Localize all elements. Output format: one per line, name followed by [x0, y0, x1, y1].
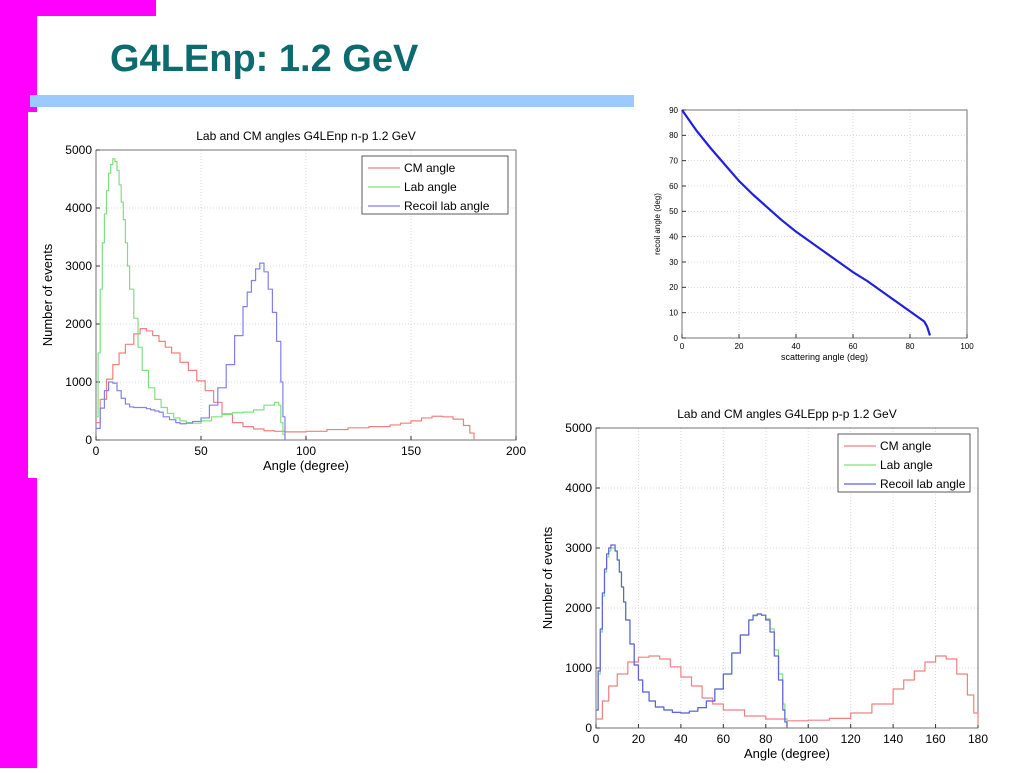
title-underline	[30, 95, 634, 107]
x-tick-label: 200	[506, 444, 526, 458]
legend-label-1: Lab angle	[880, 458, 933, 472]
chart-title: Lab and CM angles G4LEpp p-p 1.2 GeV	[677, 407, 896, 421]
recoil-chart-panel: 0 20 40 60 80 100 0 10 20 30 40 50 60 70 80 90 scatterin…	[640, 100, 1000, 370]
series-line-0	[681, 109, 931, 336]
y-tick-label: 50	[669, 207, 678, 216]
series-line-1	[96, 158, 286, 440]
y-tick-label: 3000	[565, 541, 592, 555]
legend-label-2: Recoil lab angle	[880, 477, 966, 491]
pp-angles-chart: 0 20 40 60 80 100 120 140 160 180 0 1000 2000 3000 400…	[540, 407, 988, 761]
y-tick-label: 3000	[65, 259, 92, 273]
legend-label-0: CM angle	[404, 161, 456, 175]
y-tick-label: 80	[669, 131, 678, 140]
x-tick-label: 100	[296, 444, 316, 458]
x-tick-label: 100	[960, 342, 974, 351]
x-tick-label: 160	[926, 732, 946, 746]
x-tick-label: 40	[792, 342, 801, 351]
x-tick-label: 60	[717, 732, 731, 746]
x-tick-label: 0	[593, 732, 600, 746]
legend-box	[837, 433, 971, 493]
series-line-0	[596, 655, 979, 725]
y-axis-label: Number of events	[40, 243, 55, 346]
x-tick-label: 20	[735, 342, 744, 351]
x-tick-label: 0	[93, 444, 100, 458]
y-tick-label: 10	[669, 308, 678, 317]
x-axis-label: Angle (degree)	[744, 746, 830, 761]
plot-frame	[681, 109, 968, 339]
y-tick-label: 1000	[565, 661, 592, 675]
x-tick-label: 60	[849, 342, 858, 351]
series-line-0	[96, 328, 475, 440]
legend-label-1: Lab angle	[404, 180, 457, 194]
x-tick-label: 100	[798, 732, 818, 746]
y-tick-label: 0	[85, 433, 92, 447]
y-axis-label: Number of events	[540, 526, 555, 629]
y-tick-label: 60	[669, 182, 678, 191]
slide-title: G4LEnp: 1.2 GeV	[110, 38, 419, 80]
x-tick-label: 20	[632, 732, 646, 746]
y-tick-label: 20	[669, 283, 678, 292]
x-tick-label: 0	[680, 342, 685, 351]
x-tick-label: 50	[194, 444, 208, 458]
series-line-2	[596, 544, 788, 728]
pp-chart-panel: 0 20 40 60 80 100 120 140 160 180 0 1000 2000 3000 400…	[536, 396, 994, 768]
y-tick-label: 5000	[565, 421, 592, 435]
legend-label-2: Recoil lab angle	[404, 199, 490, 213]
legend-label-0: CM angle	[880, 439, 932, 453]
x-tick-label: 80	[906, 342, 915, 351]
accent-bar-top	[0, 0, 156, 16]
y-tick-label: 4000	[565, 481, 592, 495]
y-tick-label: 30	[669, 258, 678, 267]
y-tick-label: 2000	[565, 601, 592, 615]
x-axis-label: scattering angle (deg)	[781, 352, 868, 362]
y-tick-label: 0	[585, 721, 592, 735]
recoil-angle-chart: 0 20 40 60 80 100 0 10 20 30 40 50 60 70 80 90 scatterin…	[653, 106, 974, 362]
series-line-2	[96, 262, 286, 440]
plot-area	[682, 110, 967, 338]
x-tick-label: 80	[759, 732, 773, 746]
x-tick-label: 150	[401, 444, 421, 458]
y-tick-label: 70	[669, 156, 678, 165]
y-tick-label: 90	[669, 106, 678, 115]
y-tick-label: 2000	[65, 317, 92, 331]
x-tick-label: 120	[841, 732, 861, 746]
x-tick-label: 40	[674, 732, 688, 746]
chart-title: Lab and CM angles G4LEnp n-p 1.2 GeV	[196, 129, 415, 143]
np-chart-panel: 0 50 100 150 200 0 1000 2000 3000 4000 5000 Lab and…	[28, 112, 528, 478]
legend-box	[361, 155, 509, 215]
x-axis-label: Angle (degree)	[263, 458, 349, 473]
y-tick-label: 1000	[65, 375, 92, 389]
x-tick-label: 140	[883, 732, 903, 746]
y-tick-label: 4000	[65, 201, 92, 215]
y-tick-label: 40	[669, 232, 678, 241]
x-tick-label: 180	[968, 732, 988, 746]
y-tick-label: 0	[674, 334, 679, 343]
y-axis-label: recoil angle (deg)	[653, 193, 662, 255]
y-tick-label: 5000	[65, 143, 92, 157]
